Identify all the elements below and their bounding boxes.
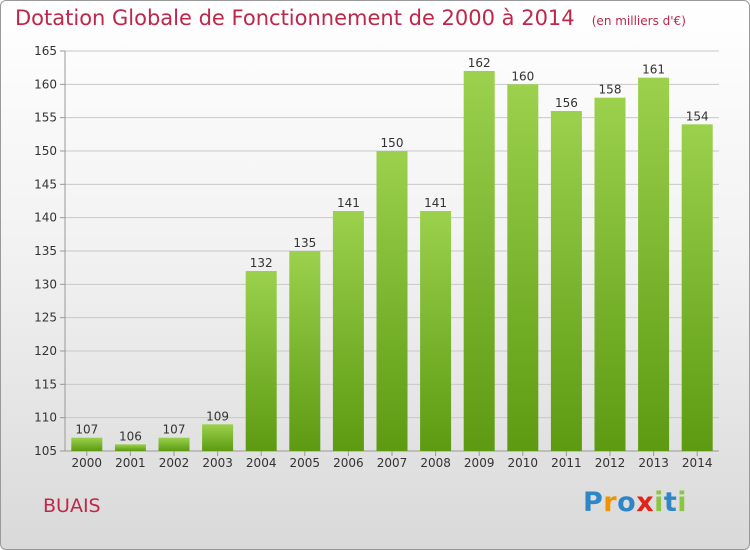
x-tick-label: 2009 — [464, 456, 495, 470]
bar — [594, 97, 626, 452]
y-tick-label: 110 — [34, 411, 57, 425]
bar-value-label: 106 — [119, 429, 142, 443]
bar-value-label: 107 — [75, 423, 98, 437]
x-tick-label: 2014 — [682, 456, 713, 470]
bar — [332, 211, 364, 451]
bar — [376, 151, 408, 451]
bar — [202, 424, 234, 451]
bar — [420, 211, 452, 451]
proxiti-logo: Proxiti — [583, 487, 687, 518]
bar-value-label: 132 — [250, 256, 273, 270]
city-name: BUAIS — [43, 495, 101, 517]
x-tick-label: 2011 — [551, 456, 582, 470]
x-tick-label: 2013 — [638, 456, 669, 470]
bar-value-label: 154 — [686, 109, 709, 123]
y-tick-label: 135 — [34, 244, 57, 258]
bar-value-label: 158 — [599, 83, 622, 97]
bar — [289, 251, 321, 451]
bar — [550, 111, 582, 451]
x-tick-label: 2001 — [115, 456, 146, 470]
x-tick-label: 2004 — [246, 456, 277, 470]
y-tick-label: 160 — [34, 77, 57, 91]
title-row: Dotation Globale de Fonctionnement de 20… — [15, 6, 686, 30]
bar-value-label: 107 — [163, 423, 186, 437]
logo-letter: x — [636, 487, 655, 518]
labels: 105 110 115 120 125 130 135 140 145 150 155 160 165 1… — [34, 44, 712, 470]
bar-value-label: 109 — [206, 409, 229, 423]
logo-letter: r — [603, 487, 618, 518]
bar-value-label: 141 — [424, 196, 447, 210]
x-tick-label: 2008 — [420, 456, 451, 470]
logo-letter: i — [654, 487, 664, 518]
logo-letter: P — [583, 487, 604, 518]
bar-value-label: 141 — [337, 196, 360, 210]
logo-letter: o — [617, 487, 637, 518]
x-tick-label: 2010 — [508, 456, 539, 470]
bar — [245, 271, 277, 451]
logo-letter: i — [677, 487, 688, 518]
y-tick-label: 155 — [34, 111, 57, 125]
x-tick-label: 2012 — [595, 456, 626, 470]
x-tick-label: 2003 — [202, 456, 233, 470]
x-tick-label: 2002 — [159, 456, 190, 470]
bar — [681, 124, 713, 451]
bar — [114, 444, 146, 451]
y-tick-label: 150 — [34, 144, 57, 158]
y-tick-label: 105 — [34, 444, 57, 458]
chart-subtitle: (en milliers d'€) — [591, 14, 686, 28]
y-tick-label: 115 — [34, 377, 57, 391]
bar — [158, 437, 190, 451]
x-tick-label: 2006 — [333, 456, 364, 470]
y-tick-label: 120 — [34, 344, 57, 358]
y-tick-label: 140 — [34, 211, 57, 225]
x-tick-label: 2005 — [290, 456, 321, 470]
x-tick-label: 2000 — [72, 456, 103, 470]
bar — [71, 437, 103, 451]
bar-value-label: 160 — [511, 69, 534, 83]
bar-value-label: 156 — [555, 96, 578, 110]
logo-letter: t — [663, 487, 678, 518]
y-tick-label: 125 — [34, 311, 57, 325]
x-tick-label: 2007 — [377, 456, 408, 470]
bar-value-label: 161 — [642, 63, 665, 77]
bar — [507, 84, 539, 451]
y-tick-label: 130 — [34, 277, 57, 291]
y-tick-label: 165 — [34, 44, 57, 58]
bar — [463, 71, 495, 451]
bars — [71, 71, 713, 452]
chart-title: Dotation Globale de Fonctionnement de 20… — [15, 6, 575, 30]
bar-value-label: 135 — [293, 236, 316, 250]
bar-value-label: 150 — [381, 136, 404, 150]
y-tick-label: 145 — [34, 177, 57, 191]
bar — [638, 77, 670, 452]
bar-value-label: 162 — [468, 56, 491, 70]
